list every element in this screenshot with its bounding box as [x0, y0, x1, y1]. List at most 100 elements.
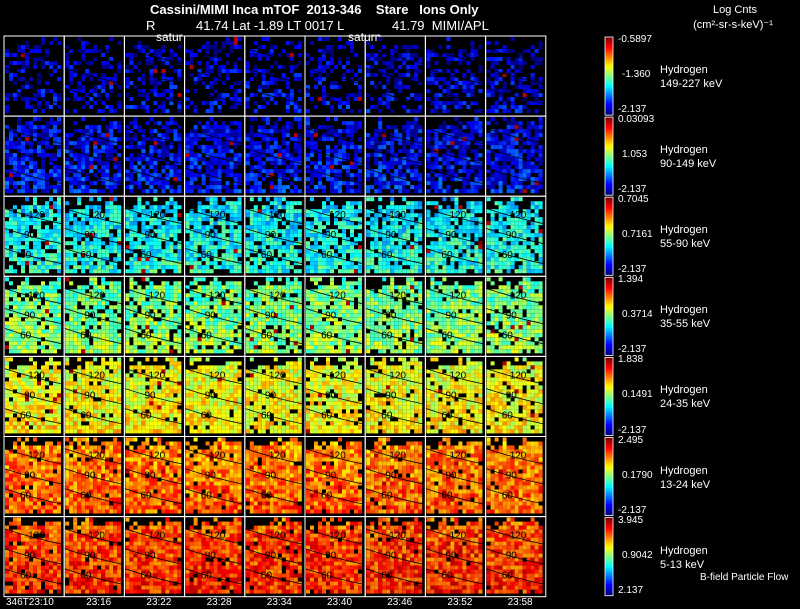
contour-label-6-2-2: 60	[141, 571, 153, 582]
contour-label-2-6-0: 120	[389, 210, 406, 221]
colorbar-2	[604, 196, 614, 276]
time-tick-label: 23:40	[327, 597, 353, 608]
contour-label-4-0-2: 60	[20, 410, 32, 421]
heatmap-cell-0-7	[424, 35, 487, 117]
contour-label-4-2-2: 60	[141, 410, 153, 421]
contour-label-4-1-2: 60	[80, 410, 92, 421]
colorbar-mid-label: 0.7161	[622, 229, 653, 241]
contour-label-3-0-0: 120	[28, 290, 45, 301]
heatmap-cell-6-8	[485, 516, 547, 598]
heatmap-cell-6-4	[244, 516, 306, 598]
colorbar-3	[604, 276, 614, 356]
contour-label-2-4-0: 120	[269, 210, 286, 221]
contour-label-4-1-1: 90	[84, 390, 96, 401]
contour-label-5-8-1: 90	[506, 471, 518, 482]
l-shell-and-credit: 41.79 MIMI/APL	[392, 18, 489, 33]
contour-label-5-4-1: 90	[265, 471, 277, 482]
contour-label-4-8-0: 120	[510, 370, 527, 381]
heatmap-cell-6-0	[3, 516, 65, 598]
contour-label-3-3-1: 90	[205, 310, 217, 321]
heatmap-cell-2-2	[123, 195, 186, 277]
species-label: Hydrogen	[660, 464, 708, 477]
contour-label-5-4-0: 120	[269, 451, 286, 462]
contour-label-6-4-1: 90	[265, 551, 277, 562]
contour-label-2-2-2: 60	[141, 250, 153, 261]
heatmap-cell-1-2	[123, 115, 186, 197]
contour-label-5-1-0: 120	[88, 451, 105, 462]
contour-label-3-0-2: 60	[20, 330, 32, 341]
contour-label-2-1-2: 60	[80, 250, 92, 261]
heatmap-cell-0-5	[304, 35, 366, 117]
contour-label-4-5-1: 90	[325, 390, 337, 401]
contour-label-4-3-0: 120	[209, 370, 226, 381]
contour-label-6-3-0: 120	[209, 531, 226, 542]
energy-band-label: 13-24 keV	[660, 478, 711, 491]
colorbar-max-label: 1.394	[618, 274, 644, 286]
species-label: Hydrogen	[660, 64, 708, 76]
contour-label-6-4-2: 60	[261, 571, 273, 582]
energy-band-label: 55-90 keV	[660, 238, 711, 251]
contour-label-5-1-2: 60	[80, 491, 92, 502]
time-tick-label: 23:52	[447, 597, 473, 608]
contour-label-4-2-0: 120	[149, 370, 166, 381]
colorbar-mid-label: 0.9042	[622, 549, 653, 561]
colorbar-max-label: 2.495	[618, 434, 644, 446]
time-tick-label: 23:58	[507, 597, 533, 608]
contour-label-2-8-1: 90	[506, 230, 518, 241]
heatmap-cell-1-8	[485, 115, 547, 197]
contour-label-5-2-2: 60	[141, 491, 153, 502]
contour-label-5-8-0: 120	[510, 451, 527, 462]
contour-label-4-2-1: 90	[145, 390, 157, 401]
heatmap-cell-6-7	[424, 516, 487, 598]
contour-label-6-6-2: 60	[381, 571, 393, 582]
heatmap-cell-3-4	[244, 275, 306, 357]
heatmap-cell-4-5	[304, 355, 366, 437]
contour-label-4-3-2: 60	[201, 410, 213, 421]
contour-label-4-5-2: 60	[321, 410, 333, 421]
contour-label-4-5-0: 120	[329, 370, 346, 381]
contour-label-6-8-2: 60	[502, 571, 514, 582]
contour-label-6-0-1: 90	[24, 551, 36, 562]
contour-label-5-7-1: 90	[446, 471, 458, 482]
contour-label-2-5-2: 60	[321, 250, 333, 261]
contour-label-3-8-1: 90	[506, 310, 518, 321]
contour-label-4-6-1: 90	[385, 390, 397, 401]
heatmap-cell-3-0	[3, 275, 65, 357]
contour-label-2-0-0: 120	[28, 210, 45, 221]
contour-label-3-7-0: 120	[450, 290, 467, 301]
contour-label-6-8-1: 90	[506, 551, 518, 562]
heatmap-cell-0-4	[244, 35, 306, 117]
colorbar-mid-label: 0.1491	[622, 389, 653, 401]
contour-label-2-7-2: 60	[442, 250, 454, 261]
contour-label-2-6-2: 60	[381, 250, 393, 261]
heatmap-cell-0-6	[364, 35, 426, 117]
contour-label-3-6-0: 120	[389, 290, 406, 301]
contour-label-3-6-1: 90	[385, 310, 397, 321]
contour-label-3-6-2: 60	[381, 330, 393, 341]
contour-label-4-8-1: 90	[506, 390, 518, 401]
contour-label-2-6-1: 90	[385, 230, 397, 241]
contour-label-6-1-2: 60	[80, 571, 92, 582]
units-label-line1: Log Cnts	[712, 4, 758, 16]
contour-label-3-3-2: 60	[201, 330, 213, 341]
heatmap-cell-6-5	[304, 516, 366, 598]
species-label: Hydrogen	[660, 144, 708, 157]
contour-label-4-3-1: 90	[205, 390, 217, 401]
contour-label-3-2-2: 60	[141, 330, 153, 341]
contour-label-6-5-2: 60	[321, 571, 333, 582]
heatmap-cell-6-3	[184, 516, 246, 598]
colorbar-mid-label: -1.360	[622, 69, 651, 81]
contour-label-6-1-0: 120	[88, 531, 105, 542]
contour-label-5-5-0: 120	[329, 451, 346, 462]
contour-label-3-5-2: 60	[321, 330, 333, 341]
contour-label-5-3-2: 60	[201, 491, 213, 502]
contour-label-6-8-0: 120	[510, 531, 527, 542]
contour-label-3-4-0: 120	[269, 290, 286, 301]
heatmap-cell-6-2	[123, 516, 186, 598]
heatmap-cell-1-5	[304, 115, 366, 197]
heatmap-cell-2-5	[304, 195, 366, 277]
contour-label-2-3-2: 60	[201, 250, 213, 261]
heatmap-cell-4-6	[364, 355, 426, 437]
heatmap-cell-5-2	[123, 436, 186, 518]
contour-label-6-7-2: 60	[442, 571, 454, 582]
